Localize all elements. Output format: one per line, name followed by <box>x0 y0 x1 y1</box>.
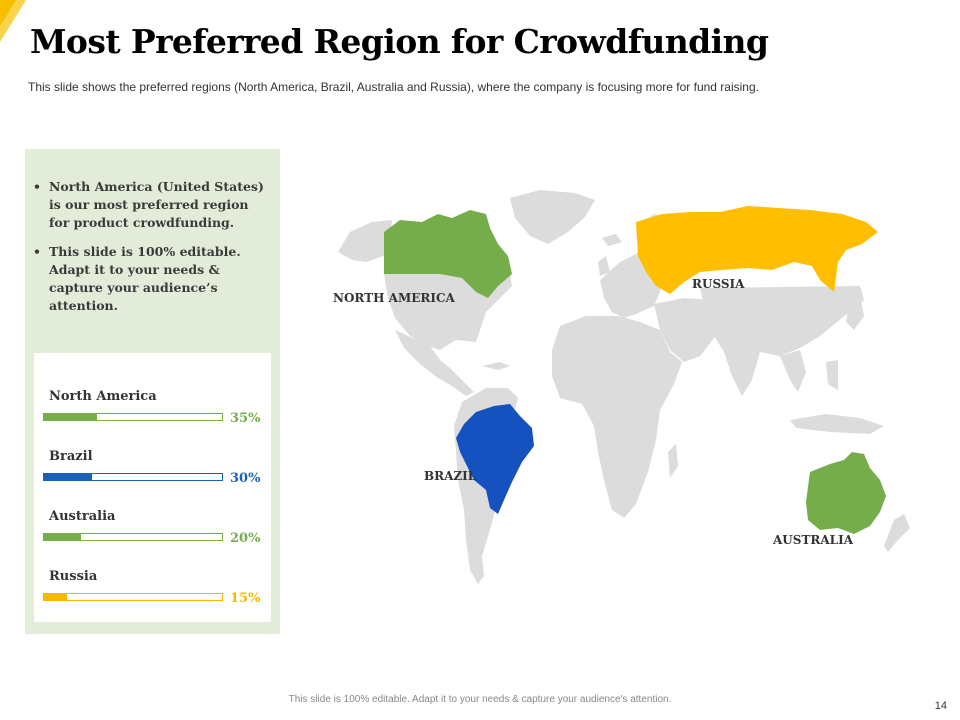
bar-label-australia: Australia <box>49 509 116 524</box>
bar-track-brazil <box>43 473 223 481</box>
bar-fill-russia <box>44 594 68 600</box>
asia-shape <box>700 286 864 396</box>
map-label-brazil: BRAZIL <box>424 469 477 483</box>
central-america-shape <box>395 330 474 396</box>
southeast-asia-shape <box>780 350 806 392</box>
north-america-region <box>384 210 512 298</box>
bar-percent-brazil: 30% <box>230 471 261 486</box>
bar-percent-australia: 20% <box>230 531 261 546</box>
bullet-list: • North America (United States) is our m… <box>33 178 273 326</box>
bar-track-north-america <box>43 413 223 421</box>
corner-accent <box>0 0 26 42</box>
page-subtitle: This slide shows the preferred regions (… <box>28 80 759 94</box>
bullet-text: North America (United States) is our mos… <box>49 179 264 230</box>
bullet-dot-icon: • <box>33 179 41 194</box>
bullet-item: • This slide is 100% editable. Adapt it … <box>33 243 273 315</box>
map-label-north-america: NORTH AMERICA <box>333 291 455 305</box>
bar-fill-australia <box>44 534 82 540</box>
brazil-region <box>456 404 534 514</box>
japan-shape <box>846 296 864 330</box>
greenland-shape <box>510 190 595 244</box>
bullet-item: • North America (United States) is our m… <box>33 178 273 232</box>
bullet-dot-icon: • <box>33 244 41 259</box>
caribbean-shape <box>482 362 510 370</box>
madagascar-shape <box>668 444 678 478</box>
bar-label-north-america: North America <box>49 389 157 404</box>
progress-card: North America 35% Brazil 30% Australia 2… <box>34 353 271 622</box>
indonesia-shape <box>790 414 884 434</box>
australia-region <box>806 452 886 534</box>
footer-text: This slide is 100% editable. Adapt it to… <box>288 694 672 705</box>
page-title: Most Preferred Region for Crowdfunding <box>30 22 769 61</box>
world-map <box>338 190 910 584</box>
bar-label-brazil: Brazil <box>49 449 93 464</box>
map-label-russia: RUSSIA <box>692 277 745 291</box>
iceland-shape <box>602 234 622 246</box>
alaska-shape <box>338 220 392 262</box>
africa-shape <box>552 316 682 518</box>
new-zealand-shape <box>884 514 910 552</box>
bar-percent-russia: 15% <box>230 591 261 606</box>
bar-track-australia <box>43 533 223 541</box>
page-number: 14 <box>934 700 947 712</box>
bar-fill-north-america <box>44 414 98 420</box>
bar-label-russia: Russia <box>49 569 98 584</box>
philippines-shape <box>826 360 838 390</box>
bar-track-russia <box>43 593 223 601</box>
russia-region <box>636 206 878 294</box>
bullet-text: This slide is 100% editable. Adapt it to… <box>49 244 241 313</box>
bar-percent-north-america: 35% <box>230 411 261 426</box>
uk-shape <box>598 256 610 276</box>
bar-fill-brazil <box>44 474 93 480</box>
map-label-australia: AUSTRALIA <box>773 533 854 547</box>
